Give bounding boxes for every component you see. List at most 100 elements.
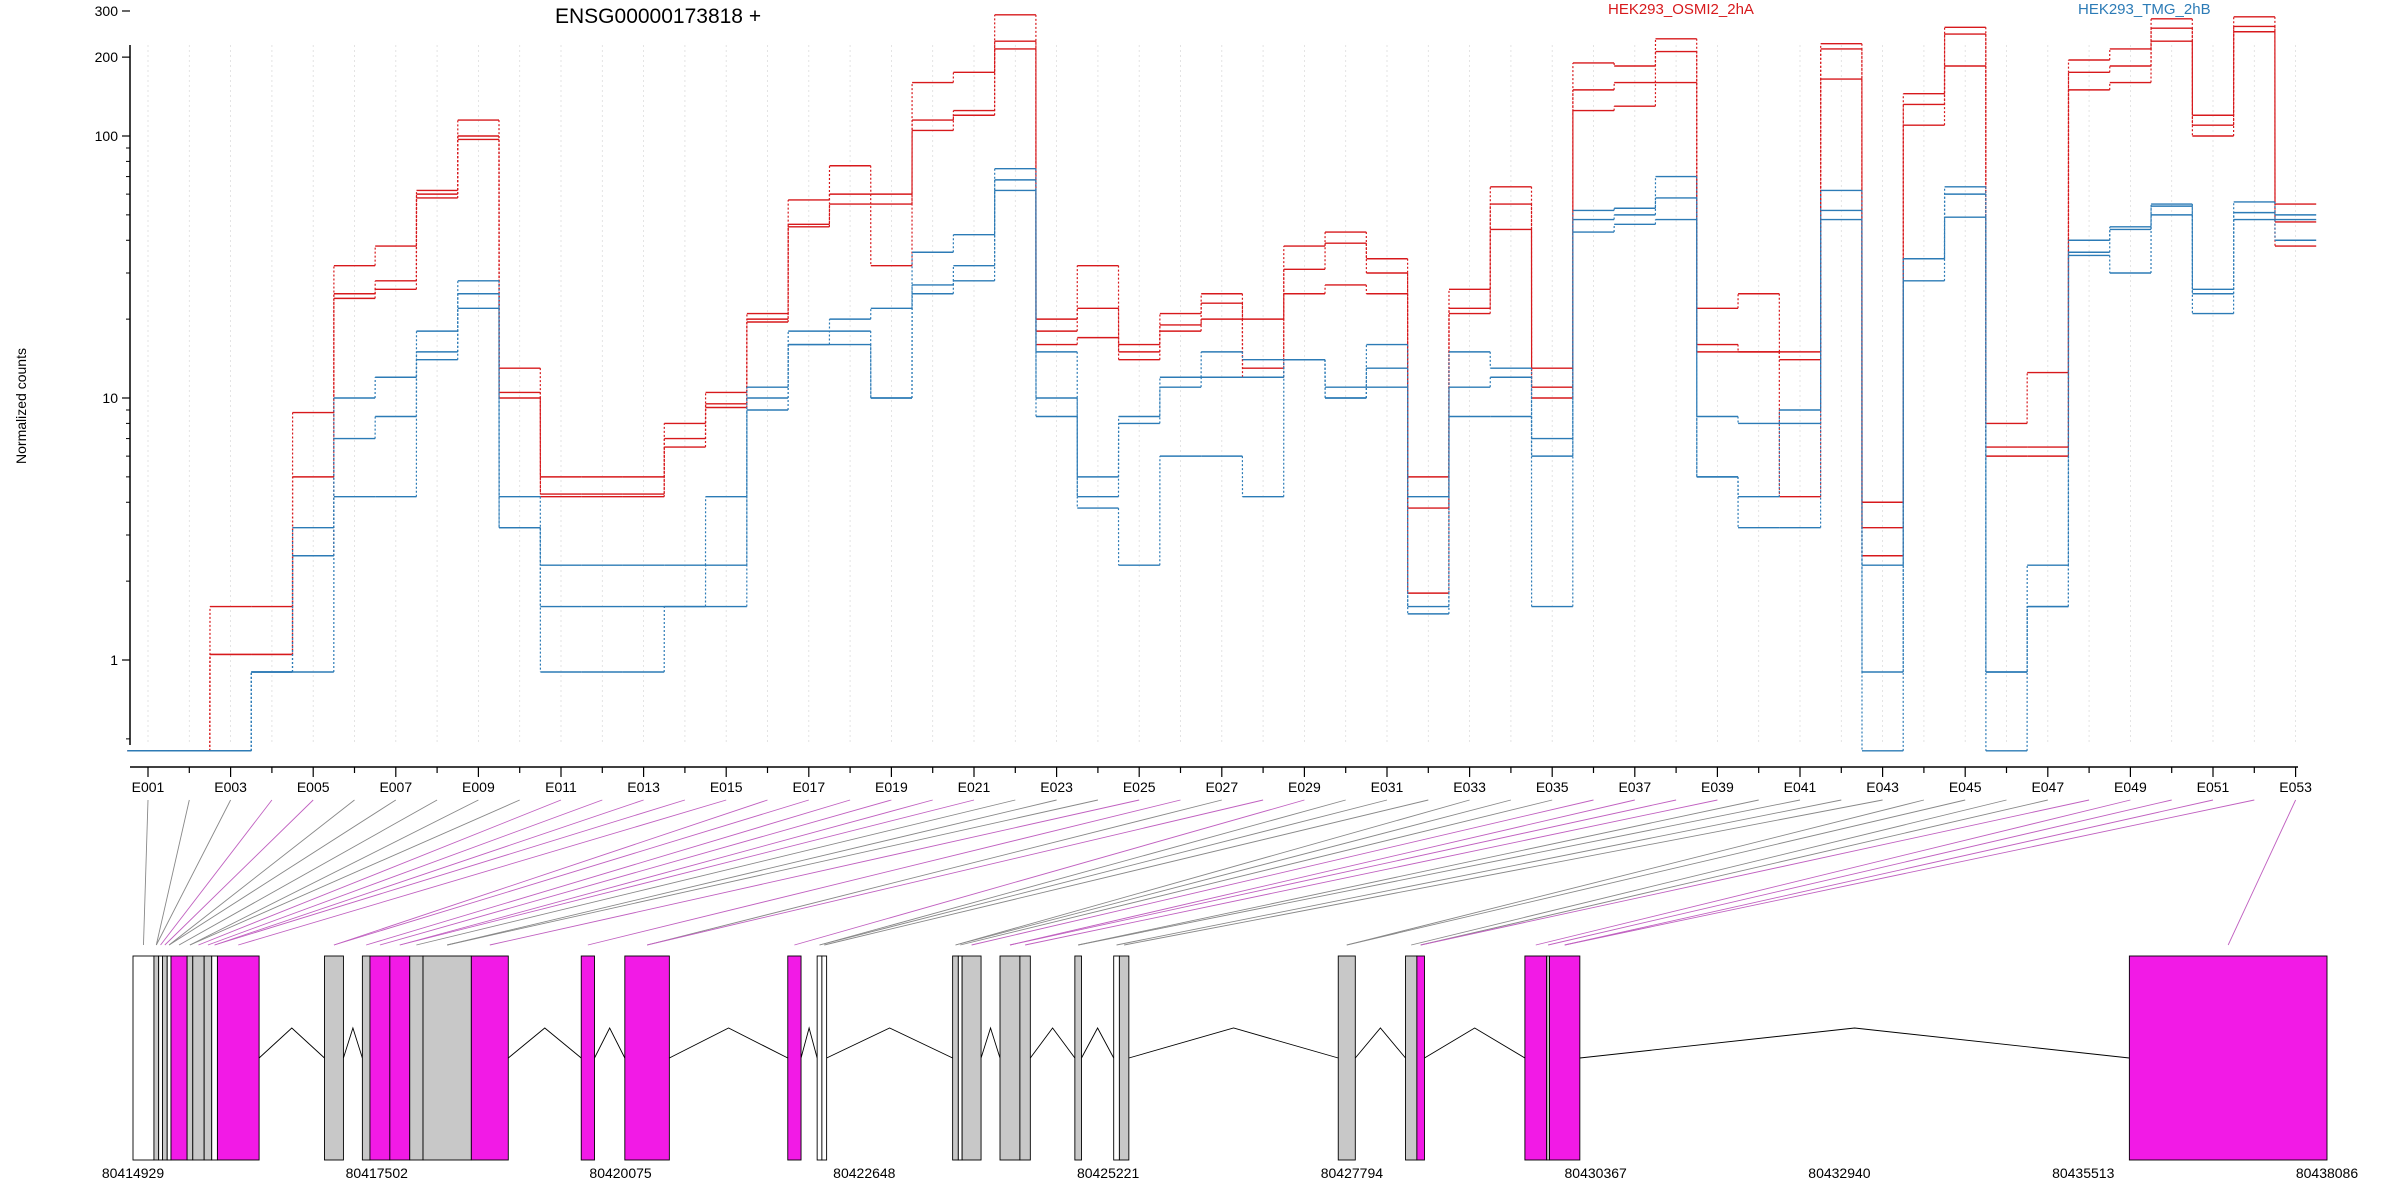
exon-connector bbox=[155, 799, 190, 946]
exon-block bbox=[166, 955, 172, 1161]
exon-block bbox=[1524, 955, 1548, 1161]
x-tick-label: E015 bbox=[710, 779, 743, 795]
exon-connector bbox=[1420, 799, 2048, 946]
exon-connector bbox=[955, 799, 1470, 946]
exon-connector bbox=[1124, 799, 1883, 946]
exon-connector bbox=[178, 799, 438, 946]
x-tick-label: E001 bbox=[132, 779, 165, 795]
x-tick-label: E033 bbox=[1453, 779, 1486, 795]
exon-connector bbox=[971, 799, 1594, 946]
exon-connector bbox=[1564, 799, 2255, 946]
exon-block bbox=[170, 955, 188, 1161]
exon-block bbox=[1337, 955, 1356, 1161]
x-ticks: E001 E003 E005 E007 E009 E011 E013 E015 E017 E019… bbox=[132, 767, 2312, 795]
genome-coordinate-ticks: 80414929 80417502 80420075 80422648 80425221… bbox=[102, 1165, 2359, 1181]
exon-block bbox=[203, 955, 213, 1161]
y-tick-label: 200 bbox=[95, 49, 119, 65]
x-tick-label: E037 bbox=[1618, 779, 1651, 795]
exon-connector bbox=[207, 799, 603, 946]
legend-label-osmi2: HEK293_OSMI2_2hA bbox=[1608, 1, 1754, 18]
y-ticks: 1 10 100 200 300 bbox=[95, 3, 130, 740]
genome-tick-label: 80430367 bbox=[1565, 1165, 1628, 1181]
exon-block bbox=[1405, 955, 1418, 1161]
exon-connector bbox=[819, 799, 1346, 946]
exon-block bbox=[999, 955, 1021, 1161]
genome-tick-label: 80422648 bbox=[833, 1165, 896, 1181]
x-grid bbox=[147, 45, 2297, 745]
exon-block bbox=[1113, 955, 1120, 1161]
intron-line bbox=[258, 1027, 325, 1059]
exon-connector bbox=[1346, 799, 1966, 946]
intron-line bbox=[594, 1027, 626, 1059]
exon-connector bbox=[143, 799, 149, 946]
x-tick-label: E009 bbox=[462, 779, 495, 795]
series-lines bbox=[127, 14, 2317, 752]
exon-connector bbox=[824, 799, 1429, 946]
exon-block bbox=[324, 955, 344, 1161]
exon-connector bbox=[960, 799, 1553, 946]
exon-connector bbox=[819, 799, 1388, 946]
exon-block bbox=[216, 955, 260, 1161]
x-tick-label: E051 bbox=[2197, 779, 2230, 795]
x-tick-label: E039 bbox=[1701, 779, 1734, 795]
intron-line bbox=[1354, 1027, 1406, 1059]
exon-block bbox=[192, 955, 205, 1161]
x-tick-label: E017 bbox=[792, 779, 825, 795]
exon-block bbox=[952, 955, 959, 1161]
x-tick-label: E047 bbox=[2031, 779, 2064, 795]
exon-connector bbox=[1078, 799, 1801, 946]
exon-connector bbox=[399, 799, 975, 946]
intron-line bbox=[800, 1026, 818, 1059]
chart-title: ENSG00000173818 + bbox=[555, 5, 761, 28]
exon-block bbox=[816, 955, 823, 1161]
axes bbox=[129, 45, 2298, 768]
x-tick-label: E013 bbox=[627, 779, 660, 795]
exon-block bbox=[389, 955, 411, 1161]
genome-tick-label: 80432940 bbox=[1808, 1165, 1871, 1181]
exon-block bbox=[422, 955, 472, 1161]
exon-block bbox=[158, 955, 163, 1161]
y-tick-label: 300 bbox=[95, 3, 119, 19]
exon-block bbox=[162, 955, 168, 1161]
exon-connector bbox=[168, 799, 355, 946]
exon-connector bbox=[955, 799, 1512, 946]
exon-block bbox=[186, 955, 194, 1161]
genome-tick-label: 80435513 bbox=[2052, 1165, 2115, 1181]
exon-block bbox=[1416, 955, 1425, 1161]
x-tick-label: E041 bbox=[1784, 779, 1817, 795]
legend-label-tmg: HEK293_TMG_2hB bbox=[2078, 1, 2211, 18]
exon-block bbox=[211, 955, 218, 1161]
x-tick-label: E023 bbox=[1040, 779, 1073, 795]
exon-connector bbox=[2227, 799, 2297, 946]
exon-connector bbox=[333, 799, 809, 946]
x-tick-label: E035 bbox=[1536, 779, 1569, 795]
exon-connector bbox=[646, 799, 1264, 946]
intron-line bbox=[980, 1026, 1001, 1059]
y-tick-label: 100 bbox=[95, 128, 119, 144]
exon-connector bbox=[646, 799, 1222, 946]
exon-block bbox=[787, 955, 802, 1161]
x-tick-label: E045 bbox=[1949, 779, 1982, 795]
exon-connector bbox=[1009, 799, 1677, 946]
x-tick-label: E021 bbox=[958, 779, 991, 795]
intron-line bbox=[342, 1026, 363, 1059]
x-tick-label: E043 bbox=[1866, 779, 1899, 795]
exon-block bbox=[153, 955, 160, 1161]
genome-tick-label: 80420075 bbox=[589, 1165, 652, 1181]
intron-line bbox=[507, 1027, 582, 1059]
exon-block bbox=[624, 955, 670, 1161]
exon-connector bbox=[189, 799, 520, 946]
exon-block bbox=[961, 955, 982, 1161]
exon-block bbox=[2128, 955, 2328, 1161]
exon-connector bbox=[489, 799, 1140, 946]
x-tick-label: E053 bbox=[2279, 779, 2312, 795]
x-tick-label: E005 bbox=[297, 779, 330, 795]
exon-block bbox=[821, 955, 828, 1161]
x-tick-label: E031 bbox=[1371, 779, 1404, 795]
exon-block bbox=[361, 955, 371, 1161]
x-tick-label: E003 bbox=[214, 779, 247, 795]
exon-block bbox=[1118, 955, 1130, 1161]
exon-connector bbox=[164, 799, 314, 946]
exon-connector bbox=[189, 799, 479, 946]
x-tick-label: E007 bbox=[379, 779, 412, 795]
